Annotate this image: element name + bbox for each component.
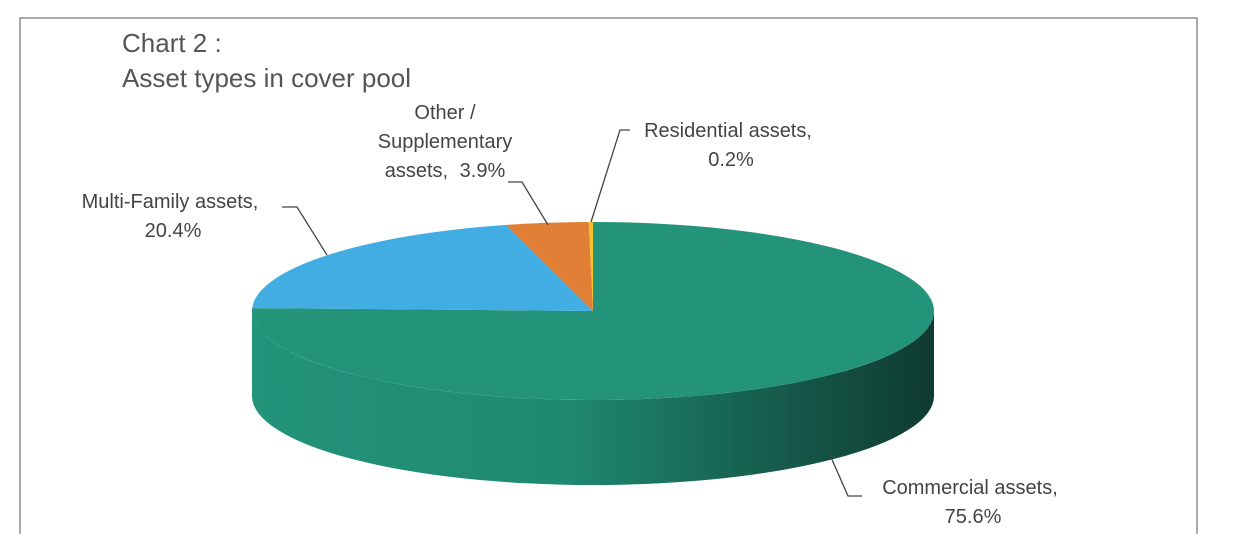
label-value: 75.6%	[944, 506, 1002, 528]
leader-line	[590, 129, 630, 223]
slice-side	[252, 311, 934, 485]
leader-line	[508, 181, 549, 226]
label-category: Multi-Family assets,	[81, 191, 259, 213]
leader-lines	[282, 129, 862, 497]
label-category: Commercial assets,	[882, 477, 1058, 499]
pie	[251, 222, 934, 485]
data-label: Other / Supplementary assets, 3.9%	[345, 99, 545, 186]
leader-line	[282, 206, 328, 256]
chart-subtitle: Asset types in cover pool	[122, 63, 412, 93]
slice	[506, 222, 593, 311]
slice	[588, 222, 593, 311]
label-value: 0.2%	[708, 149, 754, 171]
label-category: Other / Supplementary assets,	[377, 102, 513, 182]
label-category: Residential assets,	[644, 120, 812, 142]
leader-line	[829, 454, 862, 497]
data-label: Multi-Family assets, 20.4%	[50, 188, 290, 246]
slice	[251, 222, 934, 400]
label-value: 20.4%	[144, 220, 202, 242]
data-label: Residential assets, 0.2%	[618, 117, 838, 175]
label-value: 3.9%	[459, 160, 506, 182]
chart-title: Chart 2 :	[122, 28, 222, 58]
slice	[252, 224, 594, 311]
frame	[19, 17, 1198, 534]
data-label: Commercial assets, 75.6%	[860, 474, 1080, 532]
